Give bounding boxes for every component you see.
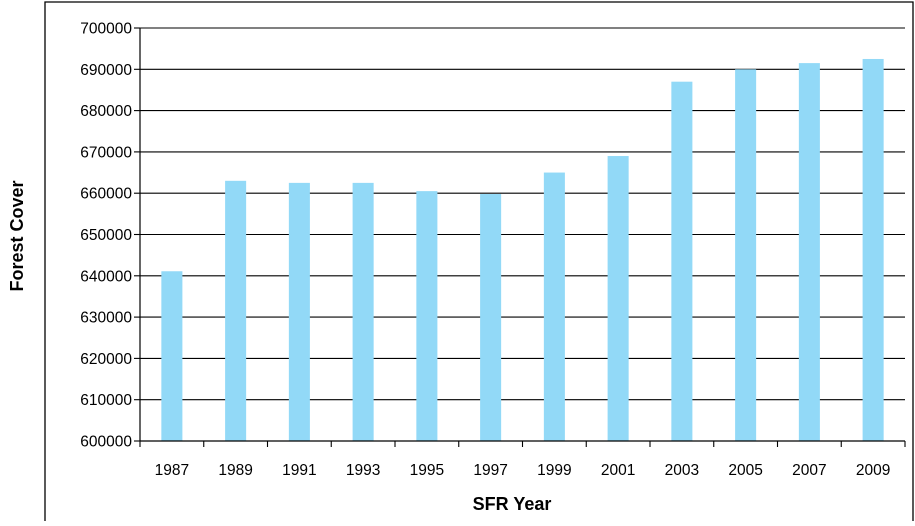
bar-1995 xyxy=(416,191,438,441)
y-tick-labels: 600000 610000 620000 630000 640000 650000 6600… xyxy=(80,21,132,451)
x-tick-label: 2009 xyxy=(856,462,890,479)
bar-2009 xyxy=(862,58,884,441)
x-tick-label: 1993 xyxy=(346,462,380,479)
bar-1997 xyxy=(480,194,502,441)
x-tick-label: 1997 xyxy=(473,462,507,479)
grid-lines xyxy=(140,27,905,401)
x-tick-label: 1989 xyxy=(218,462,252,479)
bar-2001 xyxy=(607,156,629,441)
x-tick-label: 2007 xyxy=(792,462,826,479)
y-tick-label: 630000 xyxy=(80,310,132,327)
x-tick-label: 1995 xyxy=(410,462,444,479)
y-tick-label: 670000 xyxy=(80,144,132,161)
bar-2005 xyxy=(735,69,757,442)
axes xyxy=(134,27,906,447)
x-tick-label: 1987 xyxy=(155,462,189,479)
x-tick-label: 2005 xyxy=(728,462,762,479)
y-tick-label: 610000 xyxy=(80,392,132,409)
x-tick-label: 1999 xyxy=(537,462,571,479)
x-tick-label: 2001 xyxy=(601,462,635,479)
y-tick-label: 650000 xyxy=(80,227,132,244)
y-tick-label: 600000 xyxy=(80,434,132,451)
y-tick-label: 660000 xyxy=(80,186,132,203)
y-tick-label: 700000 xyxy=(80,21,132,38)
y-tick-label: 640000 xyxy=(80,268,132,285)
bar-2007 xyxy=(798,63,820,441)
y-tick-label: 620000 xyxy=(80,351,132,368)
y-axis-title: Forest Cover xyxy=(7,180,27,291)
bar-1991 xyxy=(288,182,310,441)
bar-1989 xyxy=(225,180,247,441)
bar-1993 xyxy=(352,182,374,441)
bar-1999 xyxy=(543,172,565,442)
bar-1987 xyxy=(161,271,183,441)
y-tick-label: 690000 xyxy=(80,62,132,79)
y-tick-label: 680000 xyxy=(80,103,132,120)
x-tick-label: 2003 xyxy=(665,462,699,479)
x-axis-title: SFR Year xyxy=(473,494,552,514)
bars xyxy=(161,58,884,442)
x-tick-labels: 1987 1989 1991 1993 1995 1997 1999 2001 2003 2005… xyxy=(155,462,891,479)
chart-border xyxy=(44,1,914,521)
bar-2003 xyxy=(671,81,693,441)
x-tick-label: 1991 xyxy=(282,462,316,479)
